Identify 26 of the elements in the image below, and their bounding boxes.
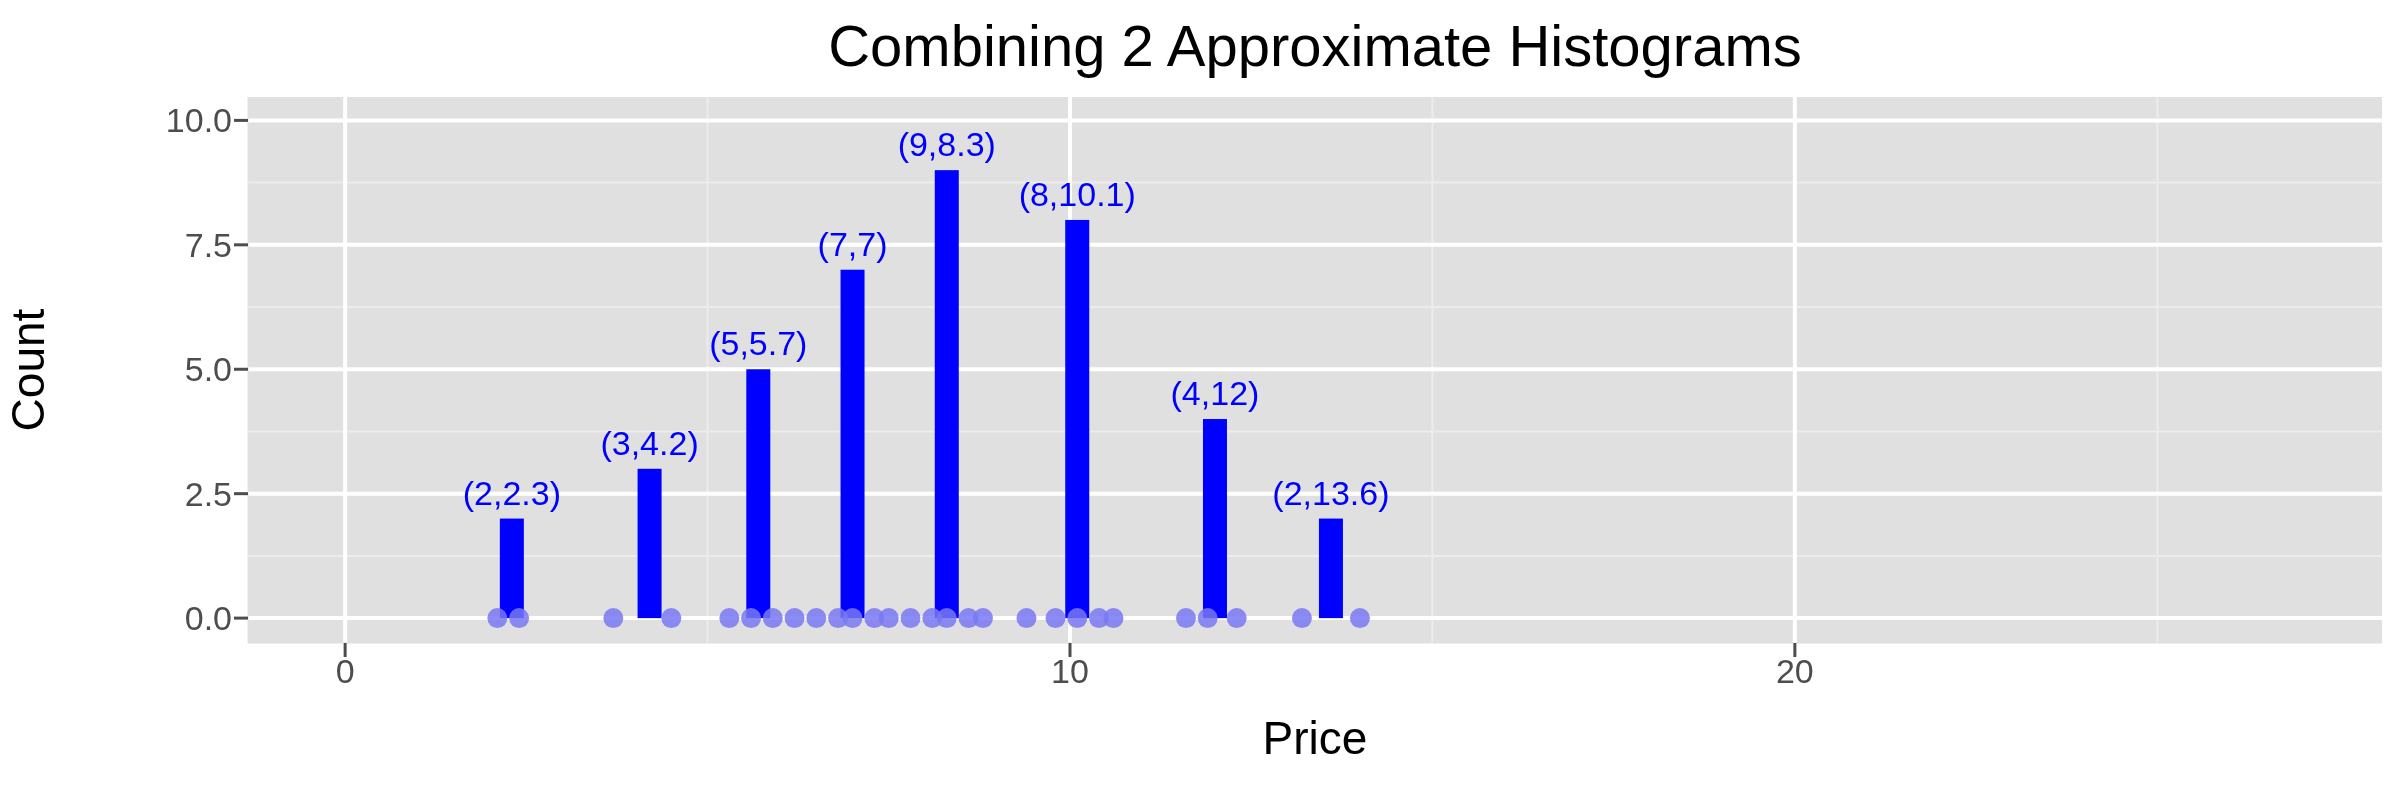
y-tick-label: 5.0	[184, 350, 232, 389]
x-axis-title: Price	[1262, 711, 1368, 764]
annotation: (9,8.3)	[897, 125, 996, 164]
x-tick-label: 10	[1051, 652, 1089, 691]
annotation: (2,13.6)	[1272, 473, 1390, 512]
annotation: (8,10.1)	[1018, 174, 1136, 213]
bar	[637, 468, 662, 619]
annotation: (5,5.7)	[709, 324, 808, 363]
chart-title: Combining 2 Approximate Histograms	[827, 12, 1803, 79]
y-tick-label: 7.5	[184, 225, 232, 264]
annotation: (3,4.2)	[600, 423, 699, 462]
bar	[934, 170, 959, 619]
x-tick-label: 20	[1775, 652, 1814, 691]
annotation: (7,7)	[817, 224, 888, 263]
bar	[1202, 419, 1227, 619]
bar	[746, 369, 771, 619]
annotation: (2,2.3)	[462, 473, 561, 512]
bar	[1318, 518, 1343, 619]
y-tick-label: 2.5	[184, 474, 232, 513]
annotation: (4,12)	[1170, 374, 1260, 413]
y-tick-label: 0.0	[184, 599, 232, 638]
y-axis-title: Count	[2, 308, 55, 432]
y-tick-label: 10.0	[165, 101, 232, 140]
bar	[499, 518, 524, 619]
x-tick-label: 0	[335, 652, 355, 691]
bar	[840, 269, 865, 619]
